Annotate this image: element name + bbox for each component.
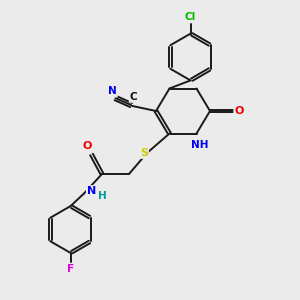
Text: N: N: [87, 186, 96, 196]
Text: N: N: [108, 86, 117, 97]
Text: Cl: Cl: [185, 12, 196, 22]
Text: F: F: [67, 264, 74, 274]
Text: O: O: [234, 106, 244, 116]
Text: NH: NH: [191, 140, 209, 150]
Text: O: O: [82, 141, 92, 151]
Text: H: H: [98, 191, 107, 201]
Text: C: C: [130, 92, 137, 102]
Text: S: S: [140, 148, 148, 158]
